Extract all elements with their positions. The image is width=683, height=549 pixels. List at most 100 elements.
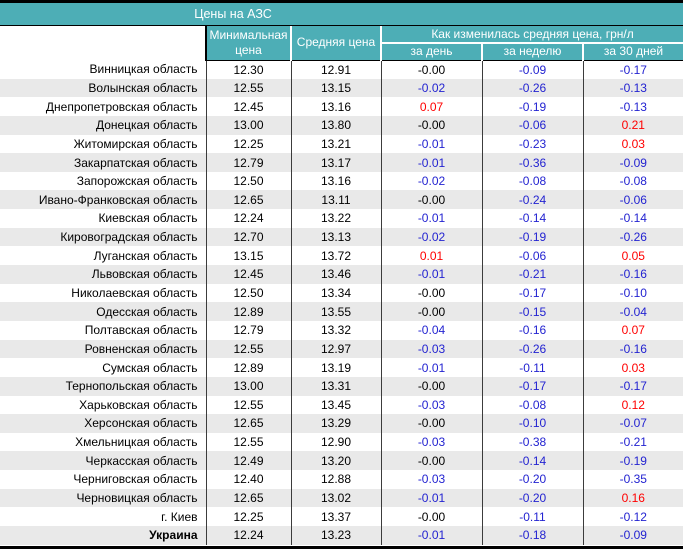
min-price-cell: 13.00	[205, 376, 291, 396]
change-month-cell: 0.16	[582, 488, 683, 508]
region-cell: Донецкая область	[95, 118, 198, 133]
change-month-cell: -0.14	[582, 209, 683, 228]
avg-price-cell: 13.80	[290, 115, 381, 135]
change-day-cell: -0.00	[380, 60, 482, 79]
change-day-cell: -0.04	[380, 320, 482, 340]
region-cell: Хмельницкая область	[75, 435, 198, 450]
change-day-cell: -0.02	[380, 78, 482, 98]
min-price-cell: 12.55	[205, 432, 291, 452]
change-month-cell: -0.08	[582, 171, 683, 191]
min-price-cell: 12.89	[205, 358, 291, 377]
region-cell: Ивано-Франковская область	[38, 192, 198, 207]
region-cell: Закарпатская область	[73, 155, 198, 170]
region-cell: Херсонская область	[84, 416, 198, 431]
region-cell: Киевская область	[98, 211, 198, 226]
change-week-cell: -0.10	[481, 414, 583, 433]
min-price-cell: 12.25	[205, 134, 291, 154]
table-row: Закарпатская область 12.79 13.17 -0.01 -0.36…	[0, 153, 683, 172]
avg-price-cell: 13.29	[290, 414, 381, 433]
change-week-cell: -0.14	[481, 209, 583, 228]
change-day-cell: -0.01	[380, 526, 482, 545]
min-price-cell: 12.79	[205, 153, 291, 172]
change-month-cell: -0.21	[582, 432, 683, 452]
min-price-cell: 12.30	[205, 60, 291, 79]
min-price-cell: 12.24	[205, 526, 291, 545]
change-week-cell: -0.24	[481, 190, 583, 210]
change-day-cell: 0.01	[380, 246, 482, 266]
change-month-cell: -0.16	[582, 339, 683, 359]
min-price-cell: 12.55	[205, 395, 291, 415]
region-cell: Луганская область	[93, 248, 198, 263]
change-week-cell: -0.36	[481, 153, 583, 172]
avg-price-cell: 13.72	[290, 246, 381, 266]
region-cell: Кировоградская область	[60, 230, 198, 245]
region-cell: Тернопольская область	[65, 379, 198, 394]
change-day-cell: -0.01	[380, 209, 482, 228]
change-week-cell: -0.26	[481, 339, 583, 359]
table-row: Киевская область 12.24 13.22 -0.01 -0.14 -0.1…	[0, 209, 683, 228]
avg-price-cell: 13.34	[290, 283, 381, 303]
avg-price-cell: 13.45	[290, 395, 381, 415]
avg-price-cell: 12.90	[290, 432, 381, 452]
change-day-cell: -0.00	[380, 507, 482, 527]
change-month-cell: -0.09	[582, 526, 683, 545]
change-week-cell: -0.16	[481, 320, 583, 340]
region-cell: Львовская область	[91, 267, 198, 282]
change-week-cell: -0.20	[481, 470, 583, 489]
change-day-cell: 0.07	[380, 97, 482, 116]
avg-price-cell: 13.15	[290, 78, 381, 98]
region-cell: Запорожская область	[76, 174, 198, 189]
min-price-cell: 12.45	[205, 97, 291, 116]
min-price-cell: 12.45	[205, 265, 291, 284]
change-day-cell: -0.00	[380, 414, 482, 433]
avg-price-cell: 13.02	[290, 488, 381, 508]
region-cell: Полтавская область	[84, 323, 198, 338]
table-row: Херсонская область 12.65 13.29 -0.00 -0.10 -0…	[0, 414, 683, 433]
table-row: Тернопольская область 13.00 13.31 -0.00 -0.1…	[0, 376, 683, 396]
change-month-cell: 0.03	[582, 134, 683, 154]
avg-price-cell: 13.16	[290, 97, 381, 116]
table-row: Одесская область 12.89 13.55 -0.00 -0.15 -0.0…	[0, 302, 683, 321]
change-day-cell: -0.00	[380, 115, 482, 135]
region-cell: Черниговская область	[73, 472, 198, 487]
change-month-cell: 0.05	[582, 246, 683, 266]
change-month-cell: -0.12	[582, 507, 683, 527]
change-month-cell: -0.13	[582, 78, 683, 98]
avg-price-cell: 12.88	[290, 470, 381, 489]
table-row: Сумская область 12.89 13.19 -0.01 -0.11 0.03	[0, 358, 683, 377]
table-row: Хмельницкая область 12.55 12.90 -0.03 -0.38-…	[0, 432, 683, 452]
change-month-cell: -0.04	[582, 302, 683, 321]
change-day-cell: -0.02	[380, 171, 482, 191]
change-day-cell: -0.00	[380, 376, 482, 396]
region-cell: Одесская область	[96, 304, 198, 319]
min-price-cell: 12.89	[205, 302, 291, 321]
change-day-cell: -0.01	[380, 358, 482, 377]
change-day-cell: -0.00	[380, 283, 482, 303]
change-week-cell: -0.11	[481, 507, 583, 527]
min-price-cell: 13.15	[205, 246, 291, 266]
region-cell: Харьковская область	[79, 397, 198, 412]
change-week-cell: -0.08	[481, 171, 583, 191]
region-cell: Сумская область	[102, 360, 198, 375]
min-price-cell: 12.55	[205, 78, 291, 98]
avg-price-cell: 13.19	[290, 358, 381, 377]
min-price-cell: 12.25	[205, 507, 291, 527]
change-week-cell: -0.23	[481, 134, 583, 154]
region-cell: Винницкая область	[89, 62, 198, 77]
min-price-cell: 12.50	[205, 283, 291, 303]
min-price-cell: 12.79	[205, 320, 291, 340]
region-cell: Украина	[149, 528, 198, 543]
change-day-cell: -0.03	[380, 470, 482, 489]
change-day-cell: -0.01	[380, 265, 482, 284]
avg-price-cell: 13.32	[290, 320, 381, 340]
change-month-cell: -0.16	[582, 265, 683, 284]
table-row: Полтавская область 12.79 13.32 -0.04 -0.16 0.…	[0, 320, 683, 340]
table-row: Ивано-Франковская область 12.65 13.11 -0.00…	[0, 190, 683, 210]
change-week-cell: -0.15	[481, 302, 583, 321]
avg-price-cell: 13.11	[290, 190, 381, 210]
table-row: Кировоградская область 12.70 13.13 -0.02 -0.…	[0, 227, 683, 247]
avg-price-cell: 13.55	[290, 302, 381, 321]
change-month-cell: -0.35	[582, 470, 683, 489]
table-row: Днепропетровская область 12.45 13.16 0.07 -0…	[0, 97, 683, 116]
